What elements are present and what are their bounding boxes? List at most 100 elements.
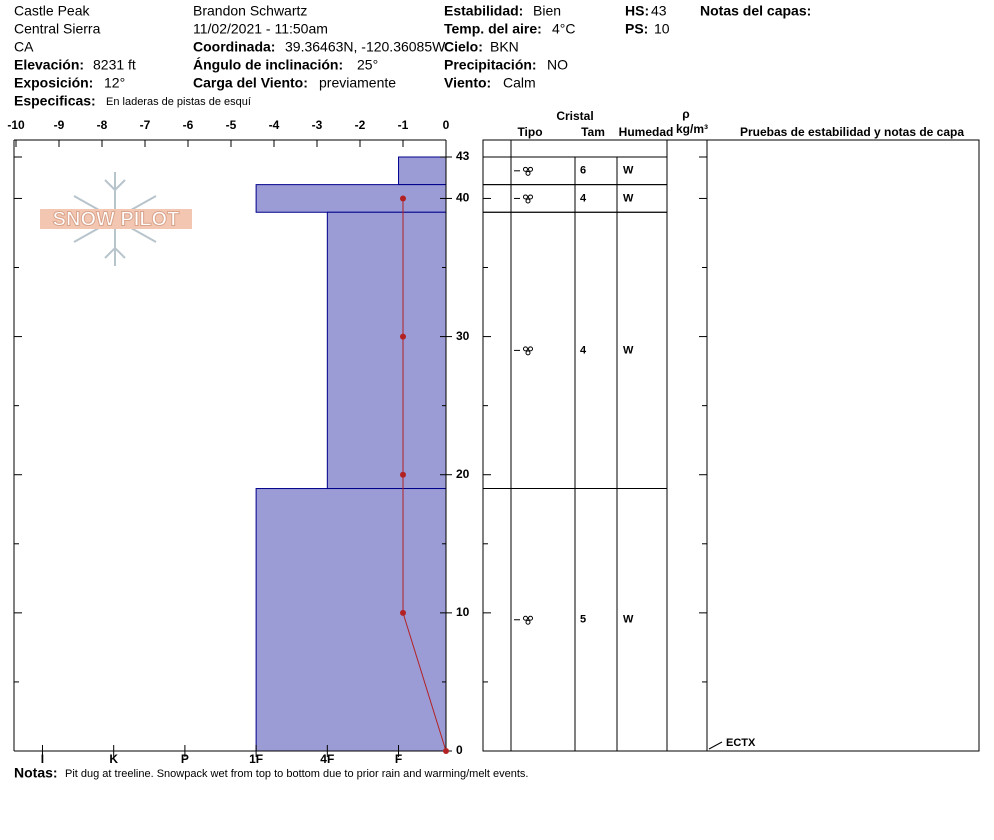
x-tick-label: -3 bbox=[312, 118, 323, 132]
grain-icon-part bbox=[523, 615, 528, 621]
grain-type-icon bbox=[523, 346, 533, 356]
hardness-tick-label: F bbox=[395, 752, 402, 766]
value: Bien bbox=[533, 3, 561, 19]
hardness-tick-label: P bbox=[181, 752, 189, 766]
grain-type-icon bbox=[523, 194, 533, 204]
grain-icon-part bbox=[528, 194, 533, 200]
hardness-tick-label: K bbox=[109, 752, 118, 766]
location: Castle Peak bbox=[14, 3, 90, 19]
x-tick-label: -1 bbox=[398, 118, 409, 132]
grain-icon-part bbox=[525, 198, 531, 204]
header-cell: Tipo bbox=[517, 125, 542, 139]
label: Precipitación: bbox=[444, 57, 537, 73]
value: Calm bbox=[503, 75, 536, 91]
stability-test: ECTX bbox=[726, 737, 756, 749]
header-cell: kg/m³ bbox=[676, 122, 708, 136]
state: CA bbox=[14, 39, 34, 55]
label: Ángulo de inclinación: bbox=[193, 57, 343, 73]
grain-size: 4 bbox=[580, 344, 587, 356]
grain-icon-part bbox=[528, 346, 533, 352]
datetime: 11/02/2021 - 11:50am bbox=[193, 21, 328, 37]
wetness: W bbox=[623, 344, 634, 356]
y-tick-label: 0 bbox=[456, 743, 463, 757]
grain-type-icon bbox=[523, 615, 533, 625]
hardness-tick-label: 1F bbox=[249, 752, 263, 766]
y-tick-label: 43 bbox=[456, 149, 470, 163]
label: PS: bbox=[625, 21, 648, 37]
table-header: Cristal Tipo Tam Humedad ρ kg/m³ Pruebas… bbox=[517, 107, 964, 749]
temperature-point bbox=[400, 471, 406, 478]
y-tick-label: 30 bbox=[456, 329, 470, 343]
value: En laderas de pistas de esquí bbox=[106, 96, 251, 108]
grain-icon-part bbox=[525, 170, 531, 176]
label: Viento: bbox=[444, 75, 491, 91]
header-cell: Tam bbox=[581, 125, 605, 139]
grain-type-icon bbox=[523, 166, 533, 176]
value: 10 bbox=[654, 21, 670, 37]
x-tick-label: -10 bbox=[7, 118, 25, 132]
logo: SNOW PILOT bbox=[40, 172, 192, 266]
range: Central Sierra bbox=[14, 21, 101, 37]
header-cell: ρ bbox=[682, 107, 689, 121]
x-tick-label: -4 bbox=[269, 118, 280, 132]
grain-icon-part bbox=[523, 346, 528, 352]
value: Pit dug at treeline. Snowpack wet from t… bbox=[65, 768, 528, 780]
wetness: W bbox=[623, 192, 634, 204]
label: Estabilidad: bbox=[444, 3, 523, 19]
temperature-point bbox=[400, 195, 406, 202]
grain-icon-part bbox=[523, 194, 528, 200]
temperature-point bbox=[443, 748, 449, 754]
label: Coordinada: bbox=[193, 39, 275, 55]
y-tick-label: 20 bbox=[456, 467, 470, 481]
grain-icon-part bbox=[523, 166, 528, 172]
value: 25° bbox=[357, 57, 378, 73]
grain-size: 4 bbox=[580, 192, 587, 204]
header-cell: Cristal bbox=[556, 109, 593, 123]
wetness: W bbox=[623, 165, 634, 177]
label: Notas del capas: bbox=[700, 3, 811, 19]
value: previamente bbox=[319, 75, 396, 91]
x-tick-label: -6 bbox=[183, 118, 194, 132]
x-tick-label: -9 bbox=[54, 118, 65, 132]
temperature-point bbox=[400, 609, 406, 616]
value: 39.36463N, -120.36085W bbox=[285, 39, 446, 55]
x-tick-label: 0 bbox=[443, 118, 450, 132]
header-cell: Pruebas de estabilidad y notas de capa bbox=[740, 125, 964, 139]
grain-size: 6 bbox=[580, 165, 586, 177]
grain-icon-part bbox=[528, 166, 533, 172]
label: HS: bbox=[625, 3, 649, 19]
grain-icon-part bbox=[528, 615, 533, 621]
label: Temp. del aire: bbox=[444, 21, 542, 37]
grain-icon-part bbox=[525, 619, 531, 625]
temperature-point bbox=[400, 333, 406, 340]
value: 43 bbox=[651, 3, 667, 19]
value: NO bbox=[547, 57, 568, 73]
value: 12° bbox=[104, 75, 125, 91]
header-cell: Humedad bbox=[619, 125, 674, 139]
label: Notas: bbox=[14, 765, 58, 781]
label: Elevación: bbox=[14, 57, 84, 73]
value: 4°C bbox=[552, 21, 576, 37]
value: BKN bbox=[490, 39, 519, 55]
y-tick-label: 40 bbox=[456, 191, 470, 205]
observer: Brandon Schwartz bbox=[193, 3, 307, 19]
grain-icon-part bbox=[525, 350, 531, 356]
hardness-tick-label: I bbox=[41, 752, 44, 766]
x-tick-label: -2 bbox=[355, 118, 366, 132]
wetness: W bbox=[623, 614, 634, 626]
hardness-bar bbox=[255, 184, 447, 213]
y-tick-label: 10 bbox=[456, 605, 470, 619]
label: Cielo: bbox=[444, 39, 483, 55]
label: Especificas: bbox=[14, 93, 96, 109]
grain-size: 5 bbox=[580, 614, 586, 626]
logo-text: SNOW PILOT bbox=[53, 208, 180, 230]
label: Exposición: bbox=[14, 75, 93, 91]
hardness-tick-label: 4F bbox=[320, 752, 334, 766]
label: Carga del Viento: bbox=[193, 75, 308, 91]
hardness-bar bbox=[255, 488, 447, 752]
header: Castle Peak Central Sierra CA Elevación:… bbox=[14, 3, 811, 781]
x-tick-label: -5 bbox=[226, 118, 237, 132]
value: 8231 ft bbox=[93, 57, 136, 73]
table-frame bbox=[482, 139, 980, 752]
x-tick-label: -7 bbox=[140, 118, 151, 132]
